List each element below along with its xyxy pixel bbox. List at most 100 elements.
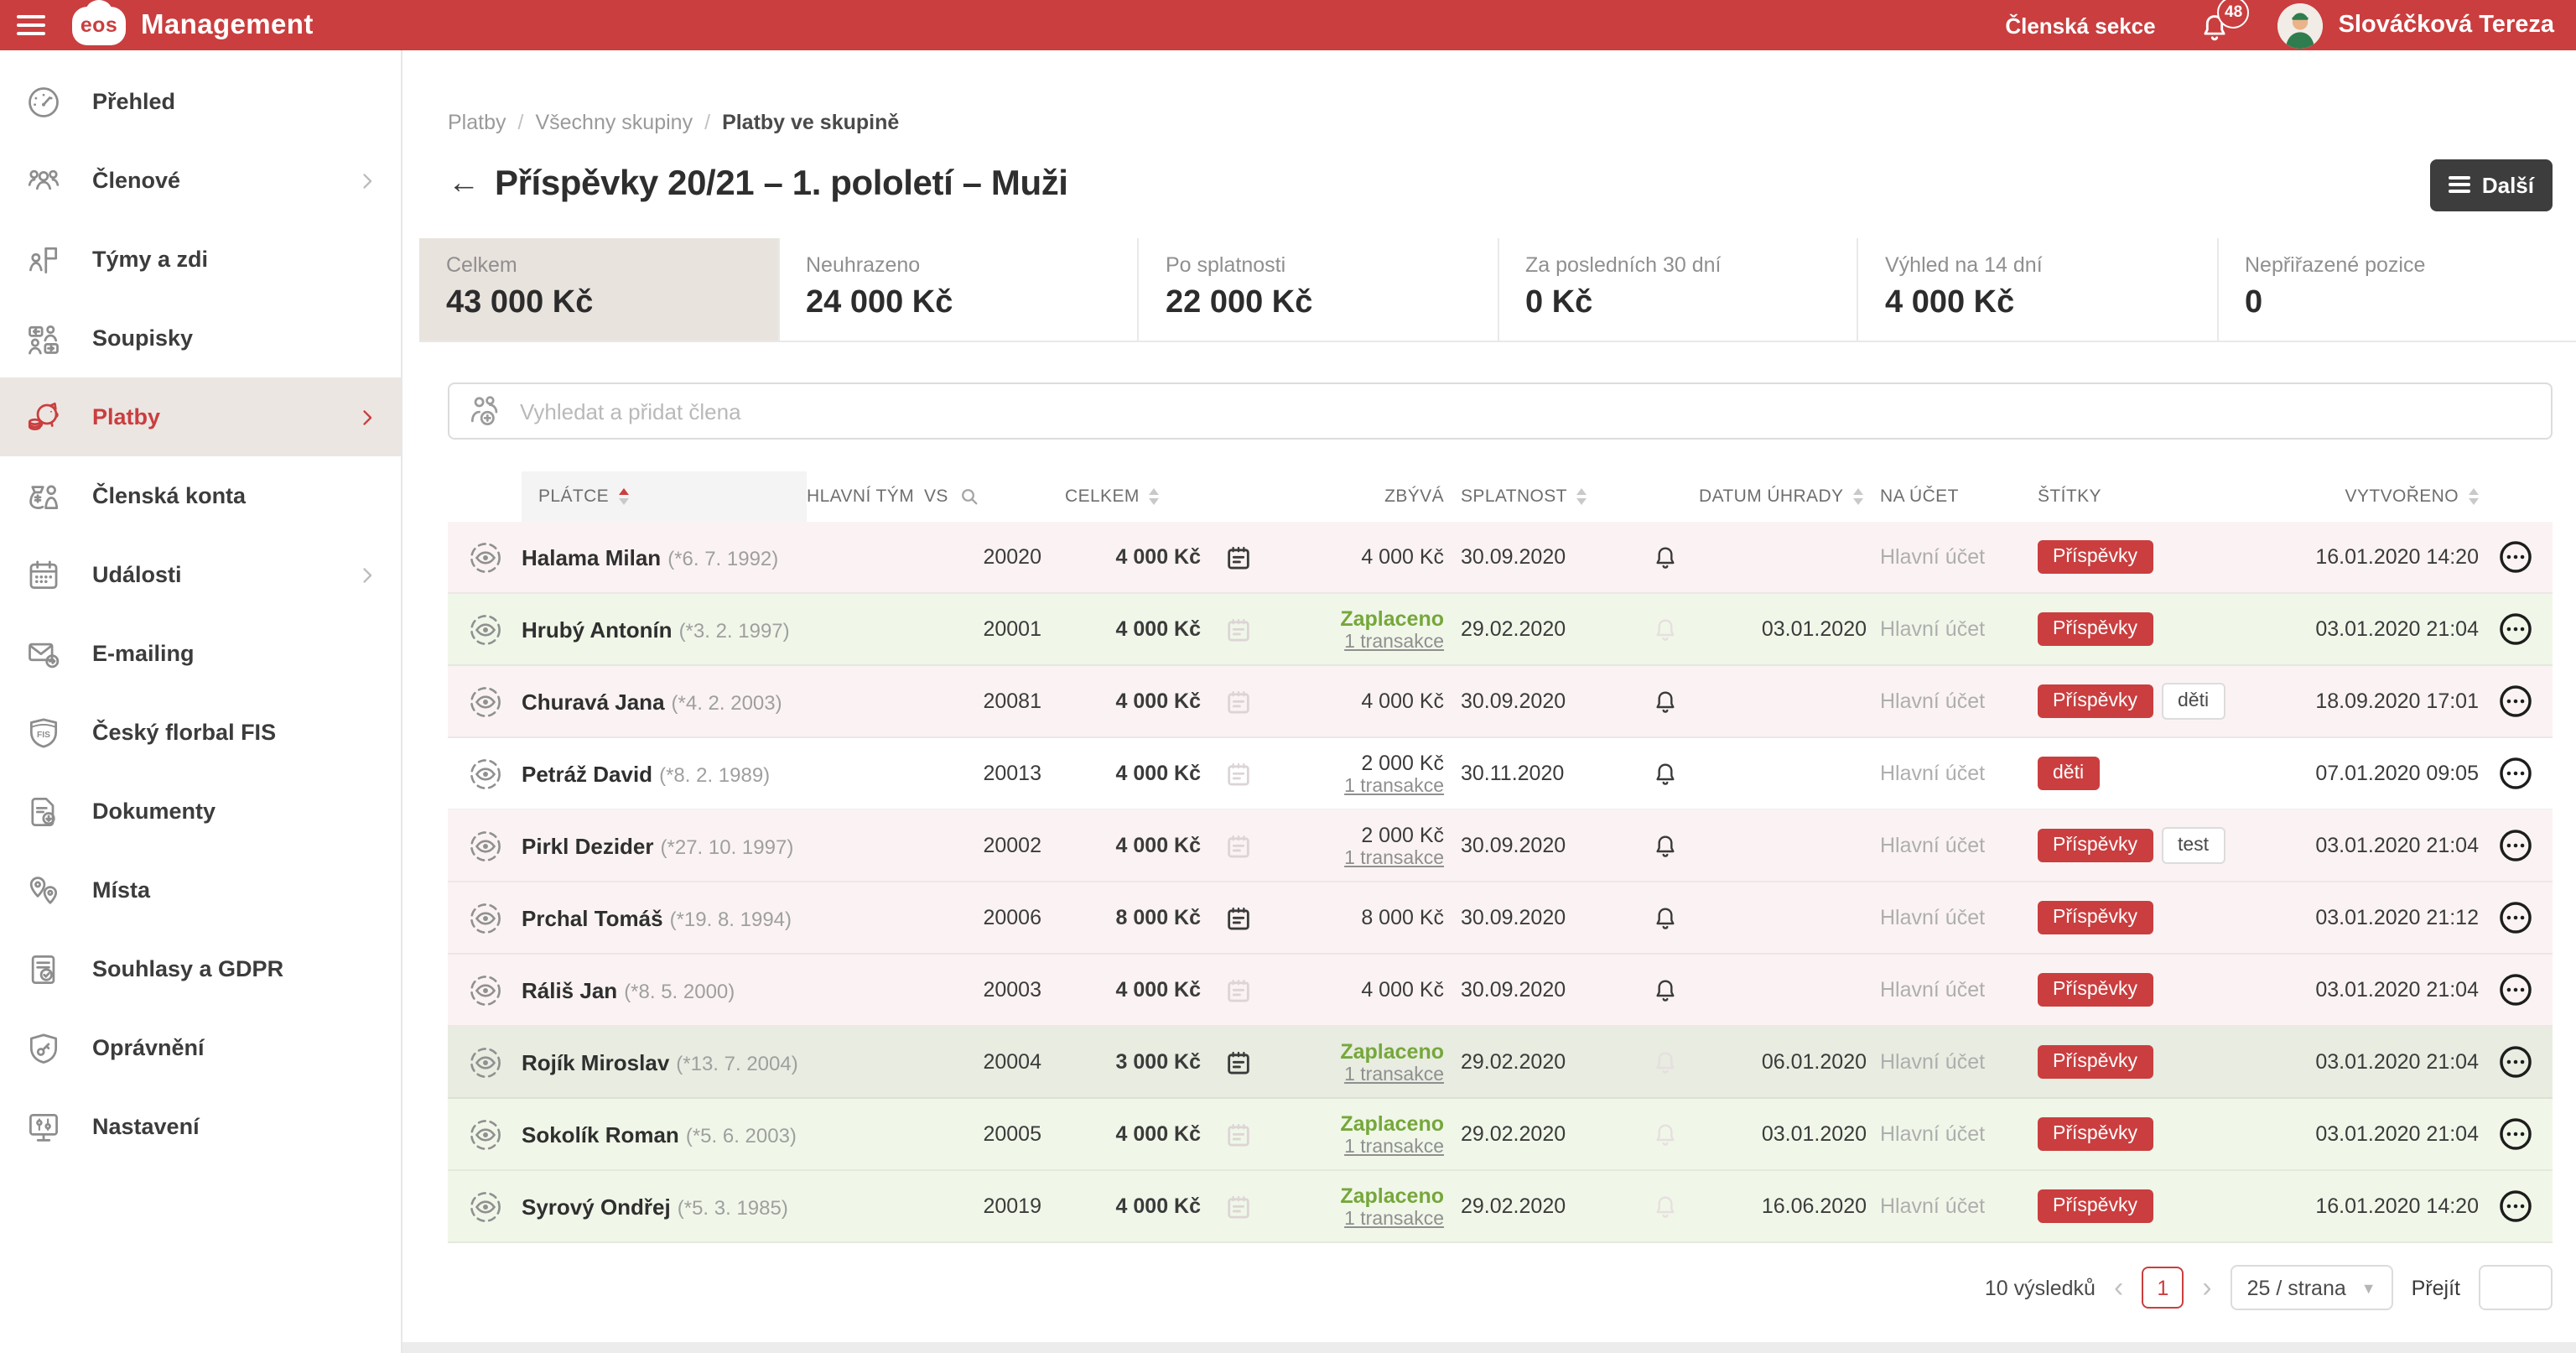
payer-name[interactable]: Churavá Jana [522,689,665,714]
row-actions-button[interactable] [2497,1116,2534,1153]
reminder-bell-icon[interactable] [1652,543,1679,571]
page-size-select[interactable]: 25 / strana ▼ [2230,1265,2393,1310]
note-icon[interactable] [1224,1192,1253,1220]
row-actions-button[interactable] [2497,971,2534,1008]
watch-eye-icon[interactable] [467,756,502,791]
sidebar-item-documents[interactable]: Dokumenty [0,772,401,851]
sidebar-item-permissions[interactable]: Oprávnění [0,1008,401,1087]
payer-name[interactable]: Rojík Miroslav [522,1049,670,1075]
note-icon[interactable] [1224,615,1253,643]
note-icon[interactable] [1224,831,1253,860]
row-actions-button[interactable] [2497,611,2534,648]
watch-eye-icon[interactable] [467,1189,502,1224]
payer-name[interactable]: Hrubý Antonín [522,617,673,642]
sidebar-item-rosters[interactable]: Soupisky [0,299,401,377]
payer-name[interactable]: Ráliš Jan [522,977,618,1002]
search-input[interactable] [520,398,2534,424]
transactions-link[interactable]: 1 transakce [1344,1137,1444,1157]
row-actions-button[interactable] [2497,755,2534,792]
notifications-button[interactable]: 48 [2199,0,2250,47]
stat-card[interactable]: Neuhrazeno 24 000 Kč [777,238,1137,341]
reminder-bell-icon[interactable] [1652,759,1679,788]
sidebar-item-accounts[interactable]: Členská konta [0,456,401,535]
transactions-link[interactable]: 1 transakce [1344,776,1444,796]
user-avatar[interactable] [2277,3,2324,48]
watch-eye-icon[interactable] [467,1044,502,1080]
row-actions-button[interactable] [2497,1043,2534,1080]
reminder-bell-icon[interactable] [1652,1048,1679,1076]
user-name[interactable]: Slováčková Tereza [2338,12,2554,39]
column-header-datum-uhrady[interactable]: DATUM ÚHRADY [1699,471,1867,522]
sidebar-item-fis[interactable]: FIS Český florbal FIS [0,693,401,772]
note-icon[interactable] [1224,976,1253,1004]
row-actions-button[interactable] [2497,539,2534,575]
transactions-link[interactable]: 1 transakce [1344,848,1444,868]
menu-toggle-icon[interactable] [17,8,57,42]
note-icon[interactable] [1224,687,1253,716]
row-actions-button[interactable] [2497,827,2534,864]
note-icon[interactable] [1224,1120,1253,1148]
note-icon[interactable] [1224,759,1253,788]
sidebar-item-gdpr[interactable]: Souhlasy a GDPR [0,929,401,1008]
reminder-bell-icon[interactable] [1652,1120,1679,1148]
breadcrumb-link-vsechny-skupiny[interactable]: Všechny skupiny [535,111,693,134]
stat-card[interactable]: Za posledních 30 dní 0 Kč [1497,238,1857,341]
payer-name[interactable]: Syrový Ondřej [522,1194,671,1219]
column-header-celkem[interactable]: CELKEM [1041,471,1201,522]
reminder-bell-icon[interactable] [1652,976,1679,1004]
payer-name[interactable]: Halama Milan [522,544,662,570]
current-page-button[interactable]: 1 [2142,1267,2184,1309]
watch-eye-icon[interactable] [467,900,502,935]
transactions-link[interactable]: 1 transakce [1344,1209,1444,1229]
note-icon[interactable] [1224,1048,1253,1076]
row-actions-button[interactable] [2497,683,2534,720]
transactions-link[interactable]: 1 transakce [1344,1064,1444,1085]
member-search[interactable] [448,382,2553,440]
sidebar-item-settings[interactable]: Nastavení [0,1087,401,1166]
sidebar-item-emailing[interactable]: E-mailing [0,614,401,693]
reminder-bell-icon[interactable] [1652,903,1679,932]
sidebar-item-members[interactable]: Členové [0,141,401,220]
more-actions-button[interactable]: Další [2429,159,2553,211]
note-icon[interactable] [1224,543,1253,571]
column-header-vytvoreno[interactable]: VYTVOŘENO [2261,471,2479,522]
column-header-platce[interactable]: PLÁTCE [522,471,807,522]
payer-name[interactable]: Sokolík Roman [522,1121,679,1147]
sidebar-item-teams[interactable]: Týmy a zdi [0,220,401,299]
payer-name[interactable]: Pirkl Dezider [522,833,654,858]
stat-card[interactable]: Nepřiřazené pozice 0 [2216,238,2576,341]
transactions-link[interactable]: 1 transakce [1344,632,1444,652]
watch-eye-icon[interactable] [467,828,502,863]
goto-page-input[interactable] [2479,1265,2553,1310]
watch-eye-icon[interactable] [467,972,502,1007]
member-section-link[interactable]: Členská sekce [2005,13,2156,38]
prev-page-button[interactable]: ‹ [2113,1272,2124,1304]
sidebar-item-events[interactable]: Události [0,535,401,614]
back-button[interactable]: ← [448,166,480,201]
stat-card[interactable]: Po splatnosti 22 000 Kč [1137,238,1497,341]
reminder-bell-icon[interactable] [1652,1192,1679,1220]
eos-logo[interactable]: eos [72,0,126,44]
payer-name[interactable]: Petráž David [522,761,653,786]
watch-eye-icon[interactable] [467,1116,502,1152]
reminder-bell-icon[interactable] [1652,615,1679,643]
search-icon[interactable] [960,487,980,507]
sidebar-item-dashboard[interactable]: Přehled [0,62,401,141]
payer-name[interactable]: Prchal Tomáš [522,905,663,930]
row-actions-button[interactable] [2497,1188,2534,1225]
watch-eye-icon[interactable] [467,539,502,575]
sidebar-item-payments[interactable]: Platby [0,377,401,456]
reminder-bell-icon[interactable] [1652,687,1679,716]
column-header-vs[interactable]: VS [924,471,1041,522]
stat-card[interactable]: Výhled na 14 dní 4 000 Kč [1857,238,2216,341]
breadcrumb-link-platby[interactable]: Platby [448,111,506,134]
watch-eye-icon[interactable] [467,684,502,719]
column-header-splatnost[interactable]: SPLATNOST [1444,471,1632,522]
row-actions-button[interactable] [2497,899,2534,936]
reminder-bell-icon[interactable] [1652,831,1679,860]
stat-card[interactable]: Celkem 43 000 Kč [419,238,777,341]
next-page-button[interactable]: › [2202,1272,2212,1304]
sidebar-item-places[interactable]: Místa [0,851,401,929]
note-icon[interactable] [1224,903,1253,932]
watch-eye-icon[interactable] [467,611,502,647]
